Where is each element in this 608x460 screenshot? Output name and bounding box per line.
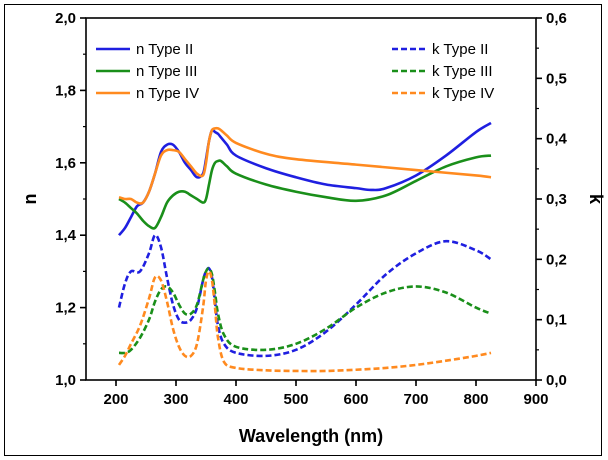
series-line-k-type-iv — [117, 270, 492, 373]
y-right-tick-label: 0,4 — [546, 131, 568, 148]
x-tick-label: 300 — [163, 391, 188, 408]
y-left-tick-label: 2,0 — [55, 10, 76, 27]
y-right-axis-title: k — [586, 194, 606, 205]
series-line-k-type-iii — [118, 267, 492, 355]
y-right-tick-label: 0,6 — [546, 10, 567, 27]
y-right-tick-label: 0,0 — [546, 372, 567, 389]
y-left-axis-title: n — [20, 194, 40, 205]
y-right-tick-label: 0,1 — [546, 312, 567, 329]
legend-label-n-type-ii: n Type II — [136, 41, 193, 58]
y-right-tick-label: 0,3 — [546, 191, 567, 208]
x-tick-label: 500 — [283, 391, 308, 408]
y-left-tick-label: 1,2 — [55, 300, 76, 317]
x-tick-label: 700 — [403, 391, 428, 408]
y-left-tick-label: 1,6 — [55, 155, 76, 172]
x-tick-label: 900 — [523, 391, 548, 408]
series-line-n-type-iii — [118, 154, 492, 230]
y-right-tick-label: 0,5 — [546, 70, 567, 87]
y-left-tick-label: 1,0 — [55, 372, 76, 389]
legend-label-n-type-iii: n Type III — [136, 63, 197, 80]
series-line-n-type-ii — [117, 121, 492, 237]
series-line-n-type-iv — [118, 126, 492, 205]
legend-label-n-type-iv: n Type IV — [136, 85, 199, 102]
legend-label-k-type-iii: k Type III — [432, 63, 493, 80]
legend-label-k-type-iv: k Type IV — [432, 85, 494, 102]
x-tick-label: 600 — [343, 391, 368, 408]
legend-label-k-type-ii: k Type II — [432, 41, 488, 58]
x-tick-label: 400 — [223, 391, 248, 408]
y-left-tick-label: 1,4 — [55, 227, 77, 244]
x-axis-title: Wavelength (nm) — [239, 426, 383, 446]
x-tick-label: 200 — [103, 391, 128, 408]
x-tick-label: 800 — [463, 391, 488, 408]
y-right-tick-label: 0,2 — [546, 251, 567, 268]
y-left-tick-label: 1,8 — [55, 82, 76, 99]
